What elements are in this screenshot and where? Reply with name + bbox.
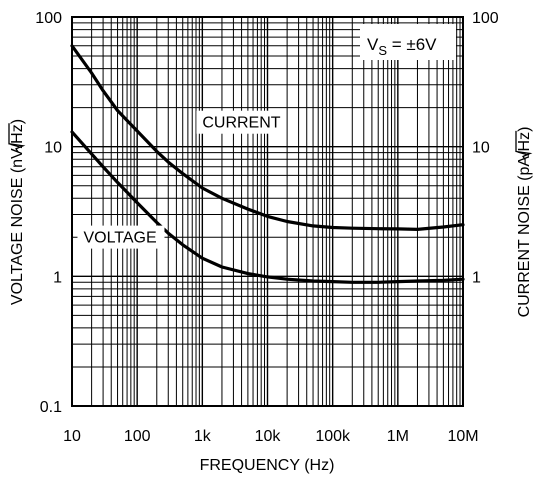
y-axis-label-left-text: VOLTAGE NOISE (nV/Hz) [9,119,26,305]
y-right-suffix: ) [516,127,533,132]
y-axis-label-right-text: CURRENT NOISE (pA/Hz) [516,127,533,318]
y-left-suffix: ) [9,119,26,124]
series-label-current: CURRENT [202,115,280,132]
x-tick-label: 1M [387,428,409,445]
y-left-radical-sign [8,123,26,153]
series-line-current [70,44,465,231]
grid [72,17,463,406]
y-axis-label-right: CURRENT NOISE (pA/Hz) [515,127,533,318]
x-tick-label: 100 [124,428,151,445]
annotation-subscript: S [378,43,387,58]
x-tick-label: 1k [194,428,212,445]
y-tick-label-left: 0.1 [40,399,62,416]
y-tick-label-right: 1 [472,269,481,286]
x-tick-label: 10 [63,428,81,445]
series-label-background-voltage [77,225,165,249]
y-tick-label-right: 10 [472,140,490,157]
supply-voltage-annotation: VS = ±6V [360,24,456,60]
series-line-voltage [70,130,465,284]
y-left-prefix: VOLTAGE NOISE (nV/ [9,143,26,305]
y-tick-label-left: 100 [35,10,62,27]
y-tick-label-right: 100 [472,10,499,27]
y-tick-label-left: 10 [44,140,62,157]
x-axis-label: FREQUENCY (Hz) [200,457,335,474]
annotation-rest: = ±6V [387,35,437,54]
annotation-main: V [367,35,379,54]
tick-labels: 10 100 1k 10k 100k 1M 10M 100 10 1 0.1 100 10 1 [35,10,499,445]
plot-frame [71,16,464,407]
x-tick-label: 100k [315,428,351,445]
series-group: CURRENT VOLTAGE [70,44,465,284]
series-label-background-current [196,110,284,134]
series-label-voltage: VOLTAGE [83,230,156,247]
y-left-radical: Hz [9,124,26,144]
y-tick-label-left: 1 [53,269,62,286]
y-right-radical-sign [515,130,533,160]
annotation-background [360,24,456,60]
y-right-prefix: CURRENT NOISE (pA/ [516,151,533,318]
y-axis-label-left: VOLTAGE NOISE (nV/Hz) [8,119,26,305]
x-tick-label: 10M [447,428,478,445]
y-right-radical: Hz [516,132,533,152]
annotation-text: VS = ±6V [367,35,437,58]
x-tick-label: 10k [255,428,282,445]
